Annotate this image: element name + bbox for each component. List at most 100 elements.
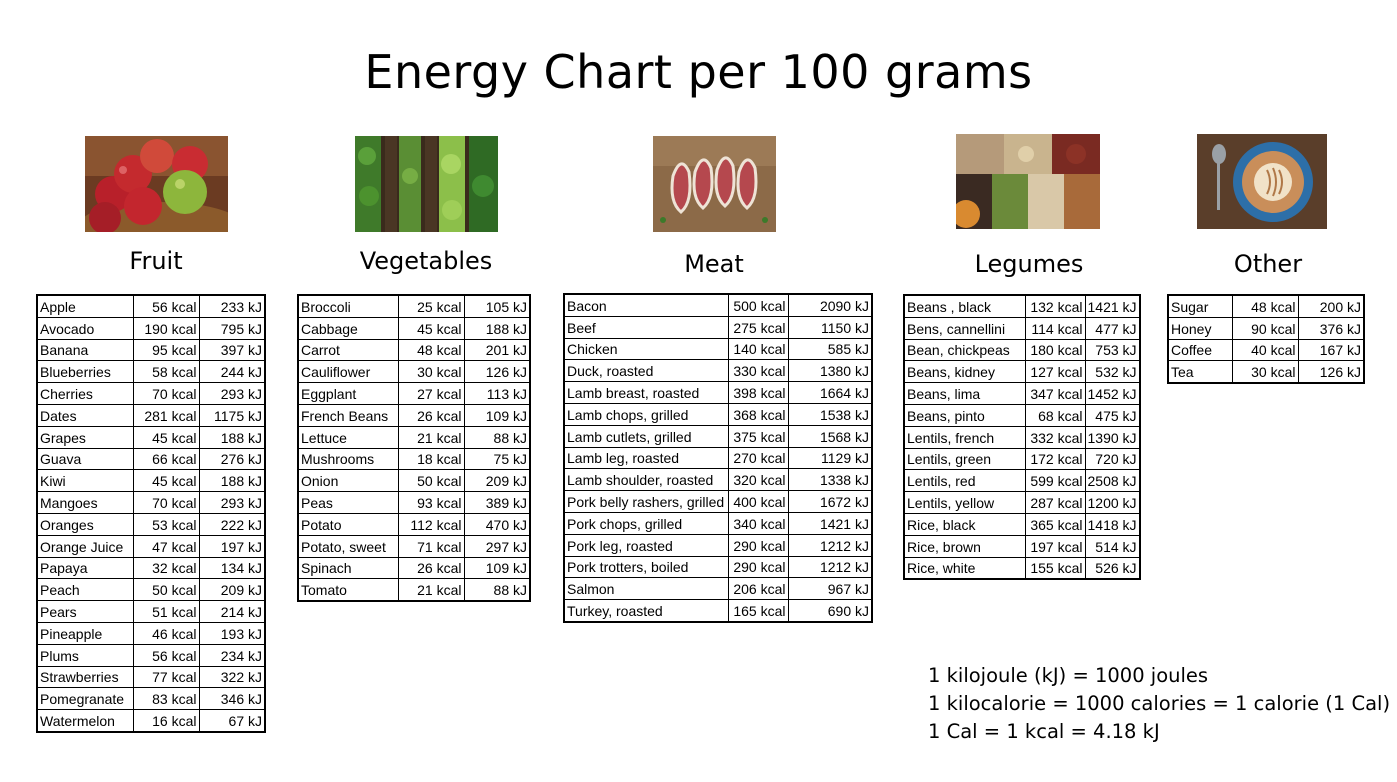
kcal-cell: 197 kcal xyxy=(1024,534,1086,558)
kj-cell: 720 kJ xyxy=(1084,447,1141,471)
kj-cell: 376 kJ xyxy=(1297,316,1365,340)
kj-cell: 795 kJ xyxy=(198,316,266,340)
food-name-cell: Pineapple xyxy=(36,621,134,645)
kj-cell: 1421 kJ xyxy=(787,511,873,535)
food-name-cell: Apple xyxy=(36,294,134,318)
kj-cell: 234 kJ xyxy=(198,643,266,667)
vegetables-table: Broccoli 25 kcal 105 kJ Cabbage 45 kcal 188 k… xyxy=(297,294,531,603)
table-row: Eggplant 27 kcal 113 kJ xyxy=(297,382,531,405)
food-name-cell: Rice, black xyxy=(903,512,1026,536)
kcal-cell: 90 kcal xyxy=(1231,316,1299,340)
food-name-cell: Potato xyxy=(297,512,399,536)
kcal-cell: 180 kcal xyxy=(1024,338,1086,362)
food-name-cell: Chicken xyxy=(563,337,729,361)
kj-cell: 188 kJ xyxy=(198,425,266,449)
kj-cell: 532 kJ xyxy=(1084,360,1141,384)
kj-cell: 88 kJ xyxy=(463,578,531,602)
table-row: Carrot 48 kcal 201 kJ xyxy=(297,338,531,362)
food-name-cell: Sugar xyxy=(1167,294,1233,318)
kcal-cell: 190 kcal xyxy=(132,316,200,340)
kj-cell: 1200 kJ xyxy=(1084,491,1141,514)
food-name-cell: Lentils, green xyxy=(903,447,1026,471)
fruit-heading: Fruit xyxy=(129,247,183,275)
other-table: Sugar 48 kcal 200 kJ Honey 90 kcal 376 kJ Coff… xyxy=(1167,294,1365,385)
food-name-cell: Mushrooms xyxy=(297,447,399,471)
kcal-cell: 270 kcal xyxy=(727,446,789,470)
table-row: Pork trotters, boiled 290 kcal 1212 kJ xyxy=(563,555,873,579)
kcal-cell: 140 kcal xyxy=(727,337,789,361)
table-row: Coffee 40 kcal 167 kJ xyxy=(1167,338,1365,362)
kj-cell: 244 kJ xyxy=(198,360,266,384)
table-row: Pears 51 kcal 214 kJ xyxy=(36,600,266,623)
kj-cell: 188 kJ xyxy=(463,316,531,340)
kcal-cell: 347 kcal xyxy=(1024,382,1086,405)
other-heading: Other xyxy=(1233,250,1303,278)
kj-cell: 201 kJ xyxy=(463,338,531,362)
table-row: Salmon 206 kcal 967 kJ xyxy=(563,577,873,601)
table-row: Peas 93 kcal 389 kJ xyxy=(297,491,531,514)
fruit-table: Apple 56 kcal 233 kJ Avocado 190 kcal 795 kJ B… xyxy=(36,294,266,733)
kj-cell: 1175 kJ xyxy=(198,403,266,427)
food-name-cell: Lettuce xyxy=(297,425,399,449)
kj-cell: 109 kJ xyxy=(463,403,531,427)
note-kilojoule: 1 kilojoule (kJ) = 1000 joules xyxy=(928,664,1209,687)
food-name-cell: Carrot xyxy=(297,338,399,362)
table-row: Pork belly rashers, grilled 400 kcal 1672 … xyxy=(563,490,873,513)
food-name-cell: Dates xyxy=(36,403,134,427)
table-row: Pineapple 46 kcal 193 kJ xyxy=(36,621,266,645)
table-row: Lettuce 21 kcal 88 kJ xyxy=(297,425,531,449)
table-row: Guava 66 kcal 276 kJ xyxy=(36,447,266,471)
kj-cell: 188 kJ xyxy=(198,469,266,493)
table-row: Beans , black 132 kcal 1421 kJ xyxy=(903,294,1141,318)
food-name-cell: Coffee xyxy=(1167,338,1233,362)
table-row: Beans, lima 347 kcal 1452 kJ xyxy=(903,382,1141,405)
note-cal-conversion: 1 Cal = 1 kcal = 4.18 kJ xyxy=(928,720,1160,743)
kcal-cell: 206 kcal xyxy=(727,577,789,601)
food-name-cell: Pears xyxy=(36,600,134,623)
kj-cell: 126 kJ xyxy=(463,360,531,384)
table-row: Dates 281 kcal 1175 kJ xyxy=(36,403,266,427)
food-name-cell: Lamb breast, roasted xyxy=(563,381,729,404)
table-row: Cauliflower 30 kcal 126 kJ xyxy=(297,360,531,384)
kj-cell: 1380 kJ xyxy=(787,359,873,383)
kcal-cell: 30 kcal xyxy=(1231,360,1299,384)
table-row: Pork leg, roasted 290 kcal 1212 kJ xyxy=(563,533,873,557)
table-row: Honey 90 kcal 376 kJ xyxy=(1167,316,1365,340)
meat-table: Bacon 500 kcal 2090 kJ Beef 275 kcal 1150 kJ C… xyxy=(563,293,873,623)
table-row: Cabbage 45 kcal 188 kJ xyxy=(297,316,531,340)
table-row: Lamb chops, grilled 368 kcal 1538 kJ xyxy=(563,402,873,426)
food-name-cell: Orange Juice xyxy=(36,534,134,558)
coffee-cup-photo xyxy=(1197,134,1327,229)
kj-cell: 389 kJ xyxy=(463,491,531,514)
table-row: Bacon 500 kcal 2090 kJ xyxy=(563,293,873,317)
table-row: Blueberries 58 kcal 244 kJ xyxy=(36,360,266,384)
food-name-cell: Lentils, red xyxy=(903,469,1026,493)
kcal-cell: 40 kcal xyxy=(1231,338,1299,362)
kcal-cell: 48 kcal xyxy=(1231,294,1299,318)
kj-cell: 167 kJ xyxy=(1297,338,1365,362)
kcal-cell: 155 kcal xyxy=(1024,556,1086,580)
kcal-cell: 68 kcal xyxy=(1024,403,1086,427)
food-name-cell: Cabbage xyxy=(297,316,399,340)
food-name-cell: Guava xyxy=(36,447,134,471)
kj-cell: 475 kJ xyxy=(1084,403,1141,427)
food-name-cell: Papaya xyxy=(36,556,134,580)
table-row: Lamb shoulder, roasted 320 kcal 1338 kJ xyxy=(563,468,873,492)
kcal-cell: 26 kcal xyxy=(397,403,465,427)
kj-cell: 105 kJ xyxy=(463,294,531,318)
kcal-cell: 53 kcal xyxy=(132,512,200,536)
table-row: Lamb cutlets, grilled 375 kcal 1568 kJ xyxy=(563,424,873,448)
kj-cell: 1338 kJ xyxy=(787,468,873,492)
kj-cell: 1538 kJ xyxy=(787,402,873,426)
kcal-cell: 400 kcal xyxy=(727,490,789,513)
table-row: Lentils, yellow 287 kcal 1200 kJ xyxy=(903,491,1141,514)
kcal-cell: 290 kcal xyxy=(727,555,789,579)
kj-cell: 1664 kJ xyxy=(787,381,873,404)
food-name-cell: Banana xyxy=(36,338,134,362)
vegetable-garden-photo xyxy=(355,136,498,232)
food-name-cell: Lentils, yellow xyxy=(903,491,1026,514)
food-name-cell: Lentils, french xyxy=(903,425,1026,449)
legumes-table: Beans , black 132 kcal 1421 kJ Bens, cannel… xyxy=(903,294,1141,581)
table-row: Watermelon 16 kcal 67 kJ xyxy=(36,709,266,733)
table-row: Beans, kidney 127 kcal 532 kJ xyxy=(903,360,1141,384)
